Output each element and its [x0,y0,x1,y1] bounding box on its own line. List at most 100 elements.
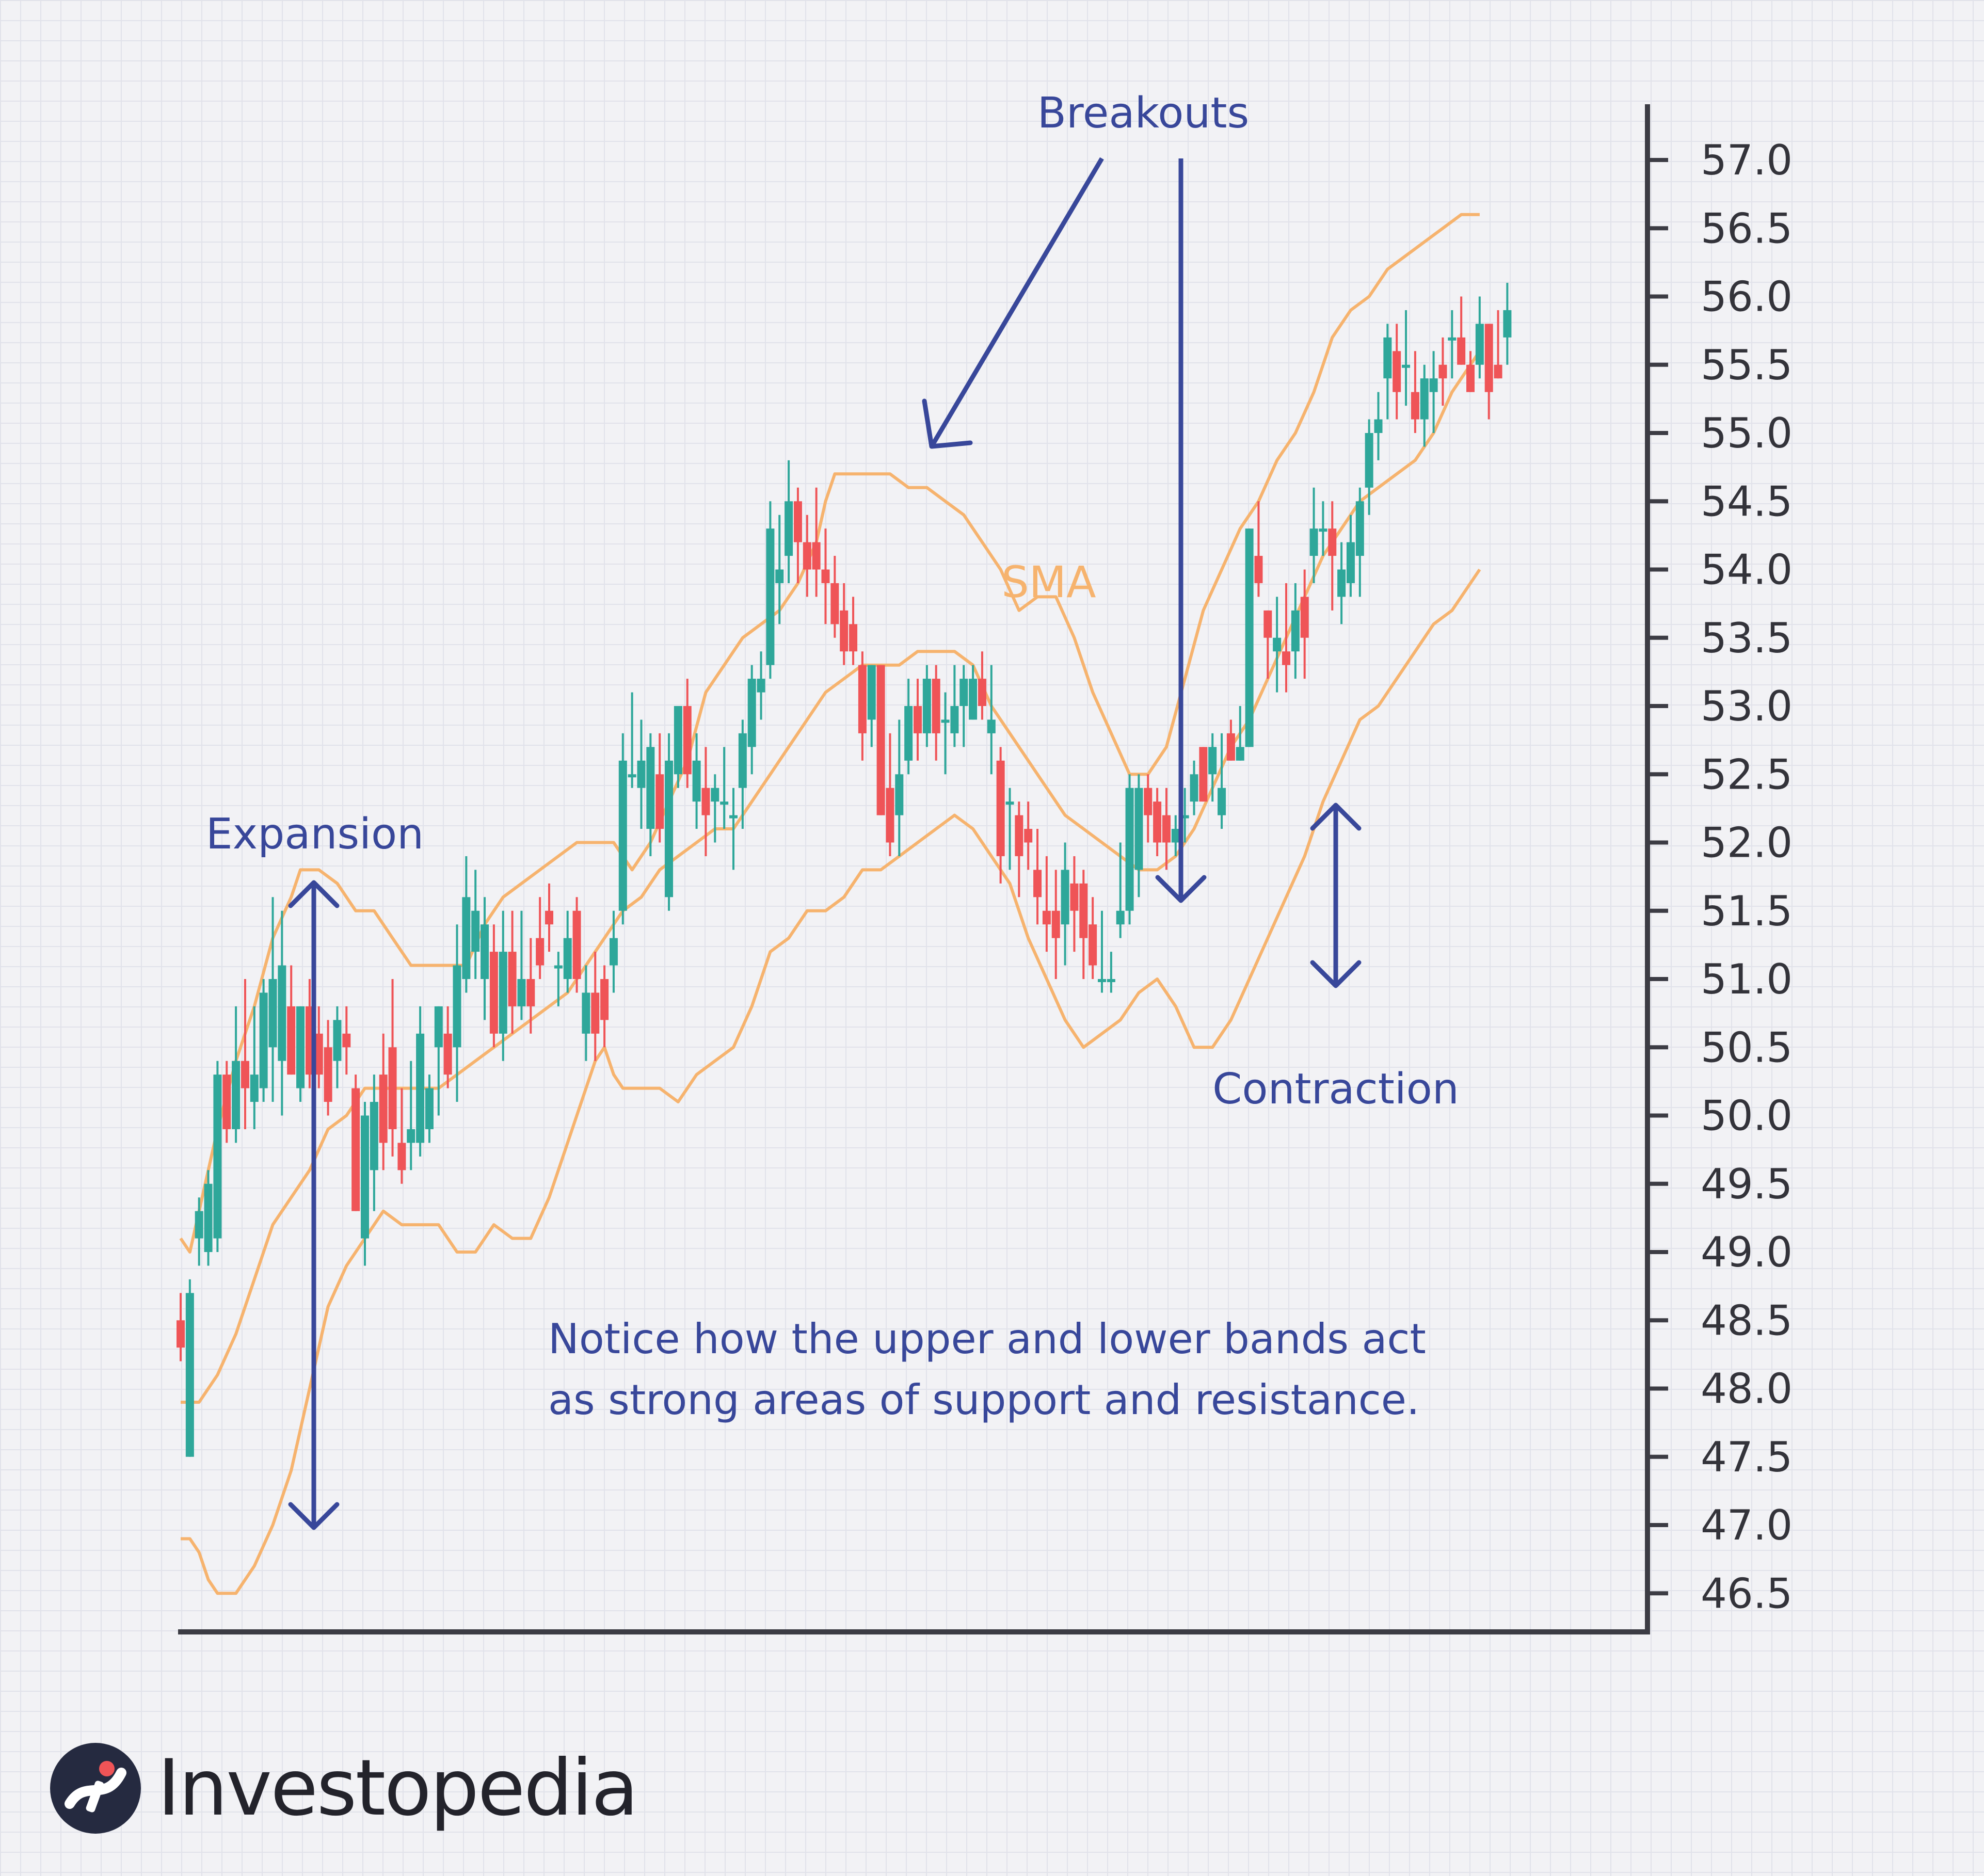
y-tick-label: 55.0 [1701,409,1793,457]
candle-body-up [434,1006,443,1048]
candle-body-up [185,1293,194,1457]
candle [1107,952,1115,993]
candle [1346,515,1355,597]
candle-body-up [1337,569,1346,597]
candle-body-up [1236,747,1244,761]
candle [785,460,793,583]
candle-body-up [747,679,756,747]
candle-body-down [1199,747,1208,802]
candle-body-up [618,760,627,911]
candle [232,1006,241,1143]
candle [1098,910,1106,993]
candle-body-down [222,1075,231,1129]
candle-body-up [1383,337,1392,379]
sma-line [181,350,1481,1404]
candle [747,665,756,775]
candle-body-up [628,774,636,778]
candle [1051,870,1060,979]
candle-body-up [563,938,572,979]
candle [969,665,978,720]
candle [637,719,646,829]
candle [1254,501,1263,597]
candle-body-up [720,801,729,805]
candle-body-up [1475,324,1484,365]
candle-body-down [545,910,553,925]
candle [185,1279,194,1457]
candle-body-up [922,679,931,733]
candle [342,1006,351,1075]
candle [1402,310,1411,406]
candle [1218,733,1226,829]
y-tick-label: 51.0 [1701,955,1793,1003]
candle-body-down [849,624,858,652]
y-tick-label: 54.5 [1701,477,1793,525]
y-tick-label: 50.5 [1701,1023,1793,1071]
candle-body-up [268,979,277,1048]
y-tick-label: 52.5 [1701,750,1793,798]
candle-body-up [1309,528,1318,556]
candle [1116,842,1125,938]
candle-body-down [1144,788,1153,815]
candlesticks [177,283,1512,1457]
candle-body-down [443,1033,452,1075]
candle-body-up [204,1183,213,1252]
candle-body-down [840,610,849,652]
candle-body-down [793,501,802,542]
candle-body-up [665,760,674,897]
breakout-arrow-diagonal [930,157,1104,448]
candle-body-up [259,992,268,1088]
candle [425,1075,434,1143]
candle [379,1033,388,1171]
y-tick-label: 48.5 [1701,1296,1793,1344]
candle [1015,801,1023,897]
candle-body-down [701,788,710,815]
candle-body-up [1365,433,1373,488]
candle-body-up [361,1115,369,1239]
candle [204,1170,213,1266]
candle-body-up [481,924,489,979]
candle [1475,296,1484,379]
candle [1033,829,1042,925]
candle [692,733,701,829]
candle-body-up [959,679,968,706]
candle-body-down [830,583,839,624]
y-tick-label: 52.0 [1701,819,1793,867]
candle-body-up [738,733,747,788]
candle [361,1102,369,1266]
candle-body-down [342,1033,351,1048]
candle [618,733,627,925]
candle [867,665,876,747]
candle [803,515,811,597]
candle-body-down [1254,556,1263,583]
candle [1042,856,1051,952]
candle [1337,542,1346,624]
candle [1005,788,1014,870]
candle [701,747,710,856]
candle [434,1006,443,1116]
breakout-arrowhead-diagonal [922,398,973,449]
candle [1144,774,1153,843]
candle [932,665,940,761]
candle-body-down [683,706,692,775]
candle-body-up [1190,774,1198,802]
candle [655,733,664,843]
candle-body-down [241,1061,249,1088]
candle-body-down [978,679,986,706]
candle [1134,774,1143,897]
candle [793,487,802,583]
y-tick-label: 56.0 [1701,273,1793,321]
candle-body-down [287,1006,296,1075]
candle-body-up [609,938,618,966]
candle [821,528,830,624]
brand-name: Investopedia [157,1743,638,1833]
candle [1420,364,1429,447]
candle-body-up [895,774,904,815]
candle [840,583,849,665]
candle [1429,351,1438,433]
candle-body-up [637,760,646,788]
y-tick-label: 51.5 [1701,887,1793,935]
candle-body-down [1051,910,1060,938]
candle-body-down [324,1047,332,1102]
candle [1190,760,1198,815]
candle [324,1020,332,1116]
